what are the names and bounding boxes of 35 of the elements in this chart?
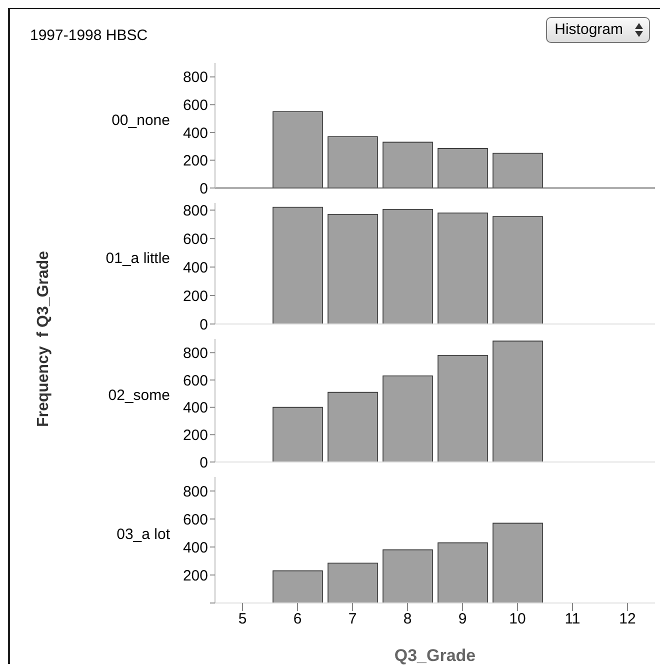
y-tick-label: 400 [182, 259, 208, 276]
y-tick-label: 400 [182, 400, 208, 417]
y-tick-label: 200 [182, 152, 208, 170]
x-tick-label: 7 [348, 610, 357, 628]
x-tick-label: 5 [238, 610, 247, 628]
y-tick-label: 800 [182, 483, 208, 500]
y-tick-label: 600 [182, 96, 208, 114]
x-axis-title: Q3_Grade [394, 646, 476, 665]
y-tick-label: 200 [182, 426, 208, 444]
y-tick-label: 400 [182, 539, 208, 556]
y-axis-title: 03_a lot [116, 526, 170, 543]
y-axis-title: 00_none [112, 112, 170, 129]
y-tick-label: 0 [200, 454, 208, 472]
x-tick-label: 11 [564, 610, 580, 628]
y-tick-label: 400 [182, 124, 208, 142]
y-axis-title: 02_some [108, 387, 170, 404]
y-tick-label: 800 [182, 202, 208, 220]
y-tick-label: 800 [182, 344, 208, 362]
y-tick-label: 200 [182, 288, 208, 305]
y-tick-label: 800 [182, 69, 208, 86]
y-tick-label: 0 [200, 180, 208, 198]
y-tick-label: 200 [182, 567, 208, 584]
y-tick-label: 600 [182, 372, 208, 390]
x-tick-label: 10 [509, 610, 526, 628]
text: Frequency f Q3_Grade [35, 250, 53, 428]
y-axis-title: 01_a little [106, 250, 170, 267]
x-tick-label: 12 [619, 610, 636, 628]
x-tick-label: 6 [293, 610, 302, 628]
x-tick-label: 9 [458, 610, 467, 628]
y-tick-label: 0 [200, 316, 208, 334]
y-tick-label: 600 [182, 230, 208, 248]
dropdown-menu: Histogram [546, 17, 650, 43]
text: 1997-1998 HBSC [30, 27, 148, 44]
x-tick-label: 8 [403, 610, 412, 628]
y-tick-label: 600 [182, 511, 208, 528]
